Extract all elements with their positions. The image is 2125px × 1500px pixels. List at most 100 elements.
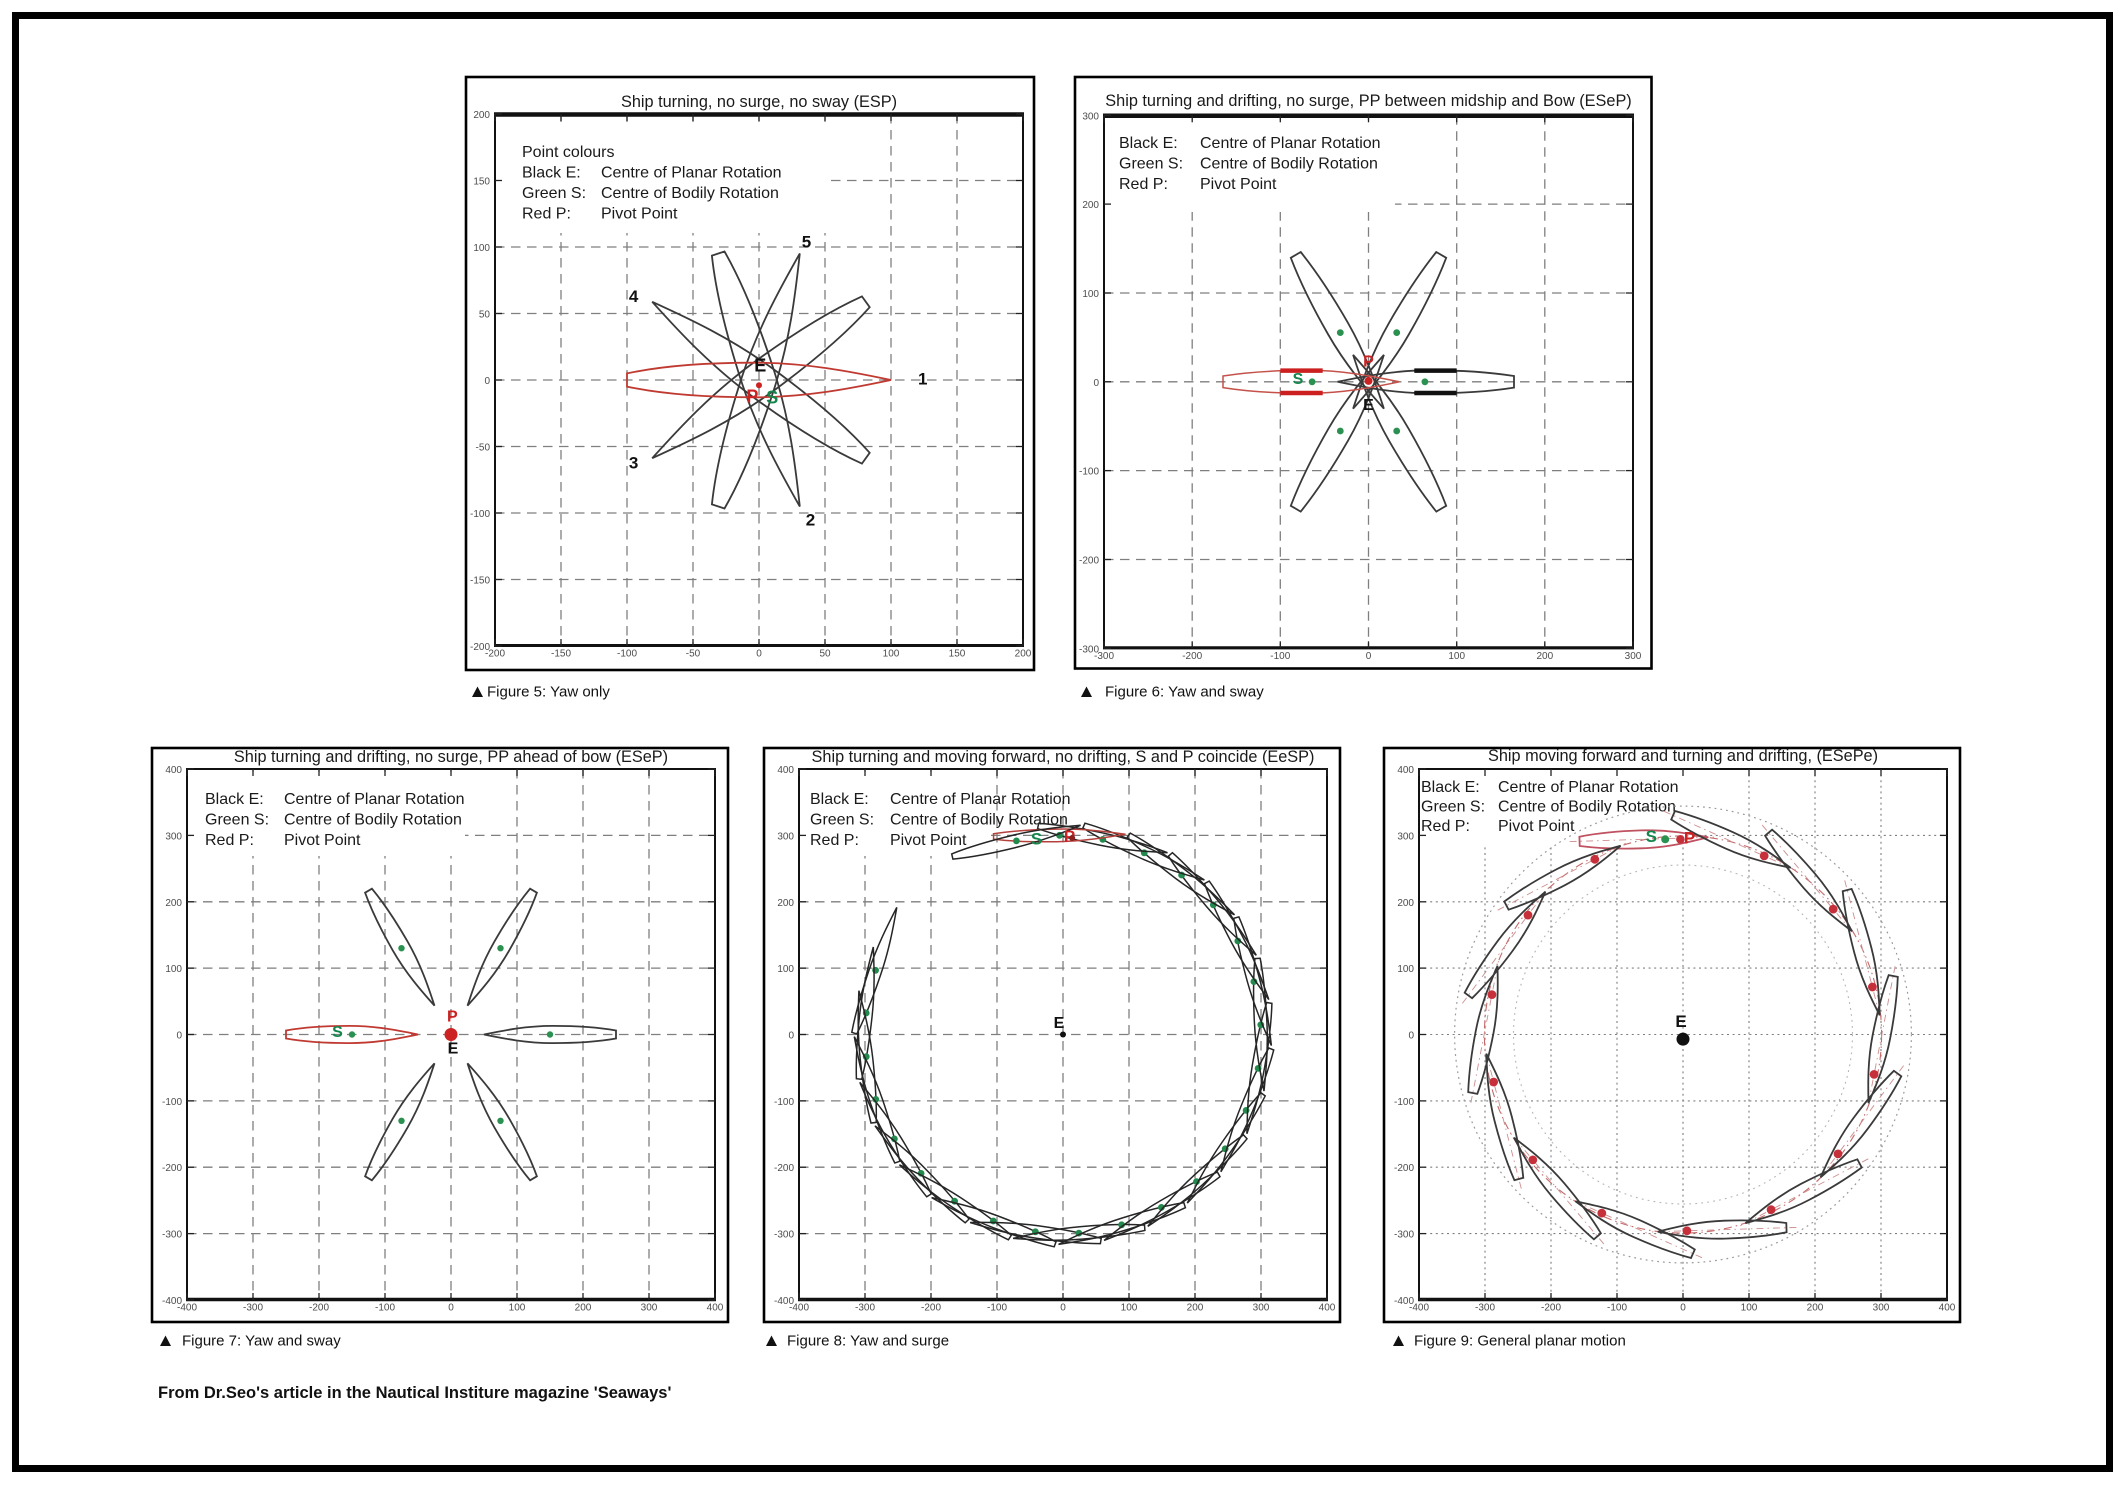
svg-text:P: P <box>1064 827 1075 846</box>
svg-text:200: 200 <box>1187 1303 1204 1314</box>
svg-text:-100: -100 <box>470 509 490 520</box>
svg-text:-200: -200 <box>774 1163 794 1174</box>
svg-text:-100: -100 <box>1607 1303 1627 1314</box>
svg-text:100: 100 <box>473 243 490 254</box>
svg-text:-400: -400 <box>1394 1296 1414 1307</box>
svg-text:400: 400 <box>1397 765 1414 776</box>
svg-text:-200: -200 <box>470 642 490 653</box>
svg-text:100: 100 <box>165 964 182 975</box>
svg-text:0: 0 <box>1093 378 1099 389</box>
svg-text:Pivot Point: Pivot Point <box>601 206 678 223</box>
svg-text:E: E <box>1363 397 1374 414</box>
svg-text:150: 150 <box>949 649 966 660</box>
svg-text:300: 300 <box>165 831 182 842</box>
svg-text:100: 100 <box>1741 1303 1758 1314</box>
svg-text:400: 400 <box>1939 1303 1956 1314</box>
svg-text:200: 200 <box>575 1303 592 1314</box>
svg-text:S: S <box>1293 371 1304 388</box>
svg-text:-300: -300 <box>1475 1303 1495 1314</box>
svg-text:-50: -50 <box>476 443 491 454</box>
svg-text:-100: -100 <box>987 1303 1007 1314</box>
svg-text:-300: -300 <box>1079 644 1099 655</box>
svg-text:-100: -100 <box>375 1303 395 1314</box>
svg-text:Green S:: Green S: <box>205 812 269 829</box>
svg-text:Centre of Planar Rotation: Centre of Planar Rotation <box>1200 135 1381 152</box>
svg-text:-100: -100 <box>774 1097 794 1108</box>
svg-text:Centre of Planar Rotation: Centre of Planar Rotation <box>1498 779 1679 796</box>
svg-text:From Dr.Seo's article in the N: From Dr.Seo's article in the Nautical In… <box>158 1384 671 1402</box>
svg-text:0: 0 <box>176 1031 182 1042</box>
svg-text:Pivot Point: Pivot Point <box>1498 818 1575 835</box>
svg-text:400: 400 <box>707 1303 724 1314</box>
svg-text:-300: -300 <box>774 1230 794 1241</box>
svg-text:-200: -200 <box>1541 1303 1561 1314</box>
svg-text:E: E <box>1675 1012 1686 1031</box>
svg-text:300: 300 <box>1253 1303 1270 1314</box>
svg-text:-400: -400 <box>162 1296 182 1307</box>
svg-text:150: 150 <box>473 177 490 188</box>
svg-text:-300: -300 <box>243 1303 263 1314</box>
svg-text:-200: -200 <box>1079 556 1099 567</box>
svg-text:0: 0 <box>448 1303 454 1314</box>
svg-text:400: 400 <box>777 765 794 776</box>
svg-text:P: P <box>447 1009 458 1026</box>
svg-text:Ship moving forward and turnin: Ship moving forward and turning and drif… <box>1488 747 1878 765</box>
svg-text:Green S:: Green S: <box>522 185 586 202</box>
svg-text:-200: -200 <box>309 1303 329 1314</box>
svg-text:-300: -300 <box>1394 1230 1414 1241</box>
svg-text:300: 300 <box>1873 1303 1890 1314</box>
svg-text:-400: -400 <box>789 1303 809 1314</box>
svg-text:200: 200 <box>1015 649 1032 660</box>
svg-text:Centre of Planar Rotation: Centre of Planar Rotation <box>601 165 782 182</box>
svg-text:S: S <box>766 388 778 408</box>
svg-text:-300: -300 <box>1094 651 1114 662</box>
svg-text:Black E:: Black E: <box>1421 779 1480 796</box>
svg-text:Figure 6: Yaw and sway: Figure 6: Yaw and sway <box>1105 684 1264 701</box>
svg-text:Green S:: Green S: <box>810 812 874 829</box>
svg-text:Green S:: Green S: <box>1119 156 1183 173</box>
svg-text:Centre of Bodily Rotation: Centre of Bodily Rotation <box>1200 156 1378 173</box>
svg-text:300: 300 <box>1397 831 1414 842</box>
svg-text:P: P <box>1363 353 1374 370</box>
svg-text:200: 200 <box>1536 651 1553 662</box>
svg-text:100: 100 <box>1448 651 1465 662</box>
svg-text:200: 200 <box>777 898 794 909</box>
svg-text:E: E <box>448 1040 459 1057</box>
svg-text:S: S <box>1646 827 1657 846</box>
svg-text:Ship turning and drifting, no: Ship turning and drifting, no surge, PP … <box>1105 92 1631 110</box>
svg-text:2: 2 <box>806 511 815 530</box>
svg-text:100: 100 <box>509 1303 526 1314</box>
svg-text:-300: -300 <box>162 1230 182 1241</box>
svg-text:-400: -400 <box>1409 1303 1429 1314</box>
svg-text:Ship turning and moving forwar: Ship turning and moving forward, no drif… <box>812 748 1315 766</box>
svg-text:-200: -200 <box>162 1163 182 1174</box>
svg-text:Red P:: Red P: <box>1119 176 1168 193</box>
svg-text:200: 200 <box>473 110 490 121</box>
svg-text:Pivot Point: Pivot Point <box>1200 176 1277 193</box>
svg-text:100: 100 <box>777 964 794 975</box>
svg-text:3: 3 <box>629 454 638 473</box>
svg-text:-150: -150 <box>551 649 571 660</box>
svg-text:5: 5 <box>802 233 811 252</box>
svg-text:-100: -100 <box>1270 651 1290 662</box>
svg-text:Red P:: Red P: <box>522 206 571 223</box>
svg-text:0: 0 <box>1408 1031 1414 1042</box>
svg-text:200: 200 <box>165 898 182 909</box>
svg-text:P: P <box>1684 828 1695 847</box>
svg-text:Figure 8: Yaw and surge: Figure 8: Yaw and surge <box>787 1333 949 1350</box>
svg-text:300: 300 <box>1625 651 1642 662</box>
svg-text:Centre of Planar Rotation: Centre of Planar Rotation <box>890 791 1071 808</box>
svg-text:-100: -100 <box>162 1097 182 1108</box>
svg-text:Figure 5: Yaw only: Figure 5: Yaw only <box>487 684 610 701</box>
svg-text:-200: -200 <box>1394 1163 1414 1174</box>
svg-text:100: 100 <box>883 649 900 660</box>
svg-text:Centre of Bodily Rotation: Centre of Bodily Rotation <box>1498 799 1676 816</box>
svg-text:-200: -200 <box>1182 651 1202 662</box>
svg-text:Red P:: Red P: <box>810 832 859 849</box>
svg-text:S: S <box>1031 830 1042 849</box>
svg-text:Black E:: Black E: <box>205 791 264 808</box>
svg-text:300: 300 <box>641 1303 658 1314</box>
svg-text:-200: -200 <box>921 1303 941 1314</box>
svg-text:Red P:: Red P: <box>1421 818 1470 835</box>
svg-text:Figure 9: General planar motio: Figure 9: General planar motion <box>1414 1333 1626 1350</box>
